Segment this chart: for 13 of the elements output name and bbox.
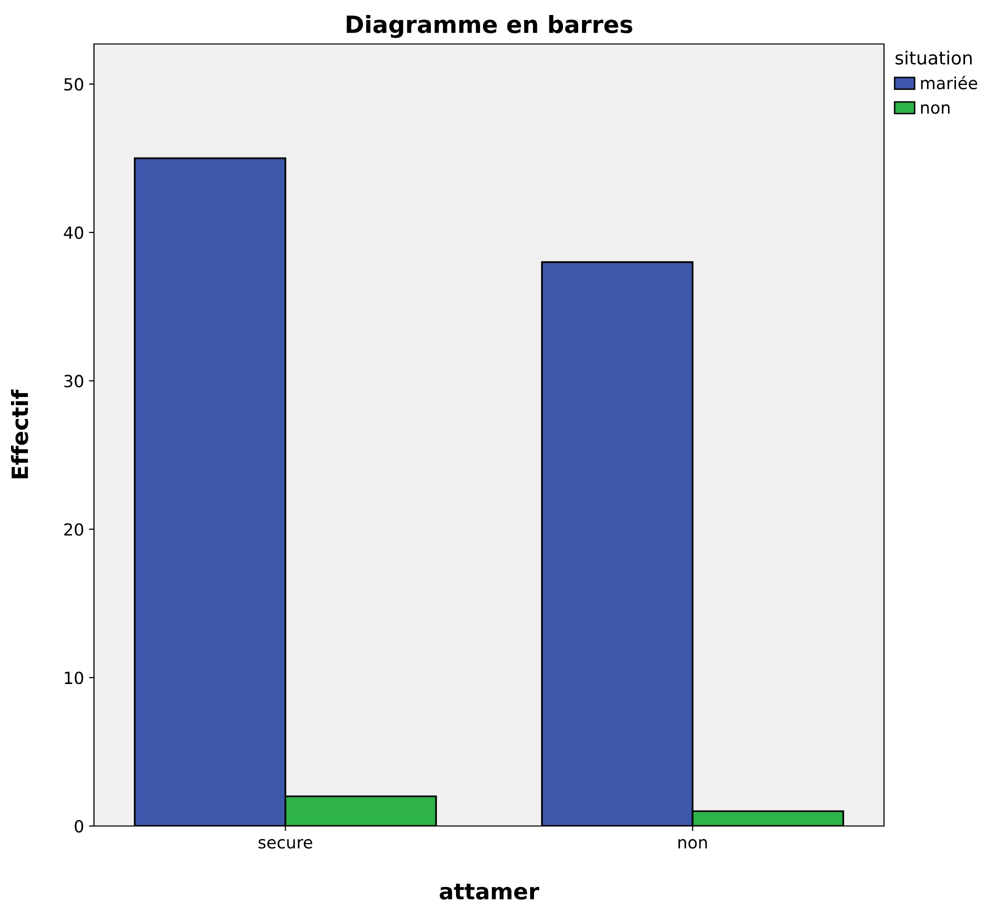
x-axis-title: attamer — [440, 884, 540, 900]
y-tick-label: 0 — [74, 820, 84, 833]
legend-label: mariée — [921, 76, 978, 90]
y-axis-title: Effectif — [11, 389, 28, 478]
chart-title: Diagramme en barres — [346, 14, 632, 38]
x-tick-label: secure — [258, 839, 312, 849]
y-tick-label: 10 — [64, 672, 84, 684]
y-tick-label: 30 — [64, 374, 84, 388]
y-tick-label: 50 — [64, 78, 84, 91]
y-tick-label: 20 — [64, 523, 84, 536]
y-tick-label: 40 — [64, 226, 84, 240]
legend-title: situation — [896, 50, 972, 65]
legend-label: non — [921, 104, 950, 114]
